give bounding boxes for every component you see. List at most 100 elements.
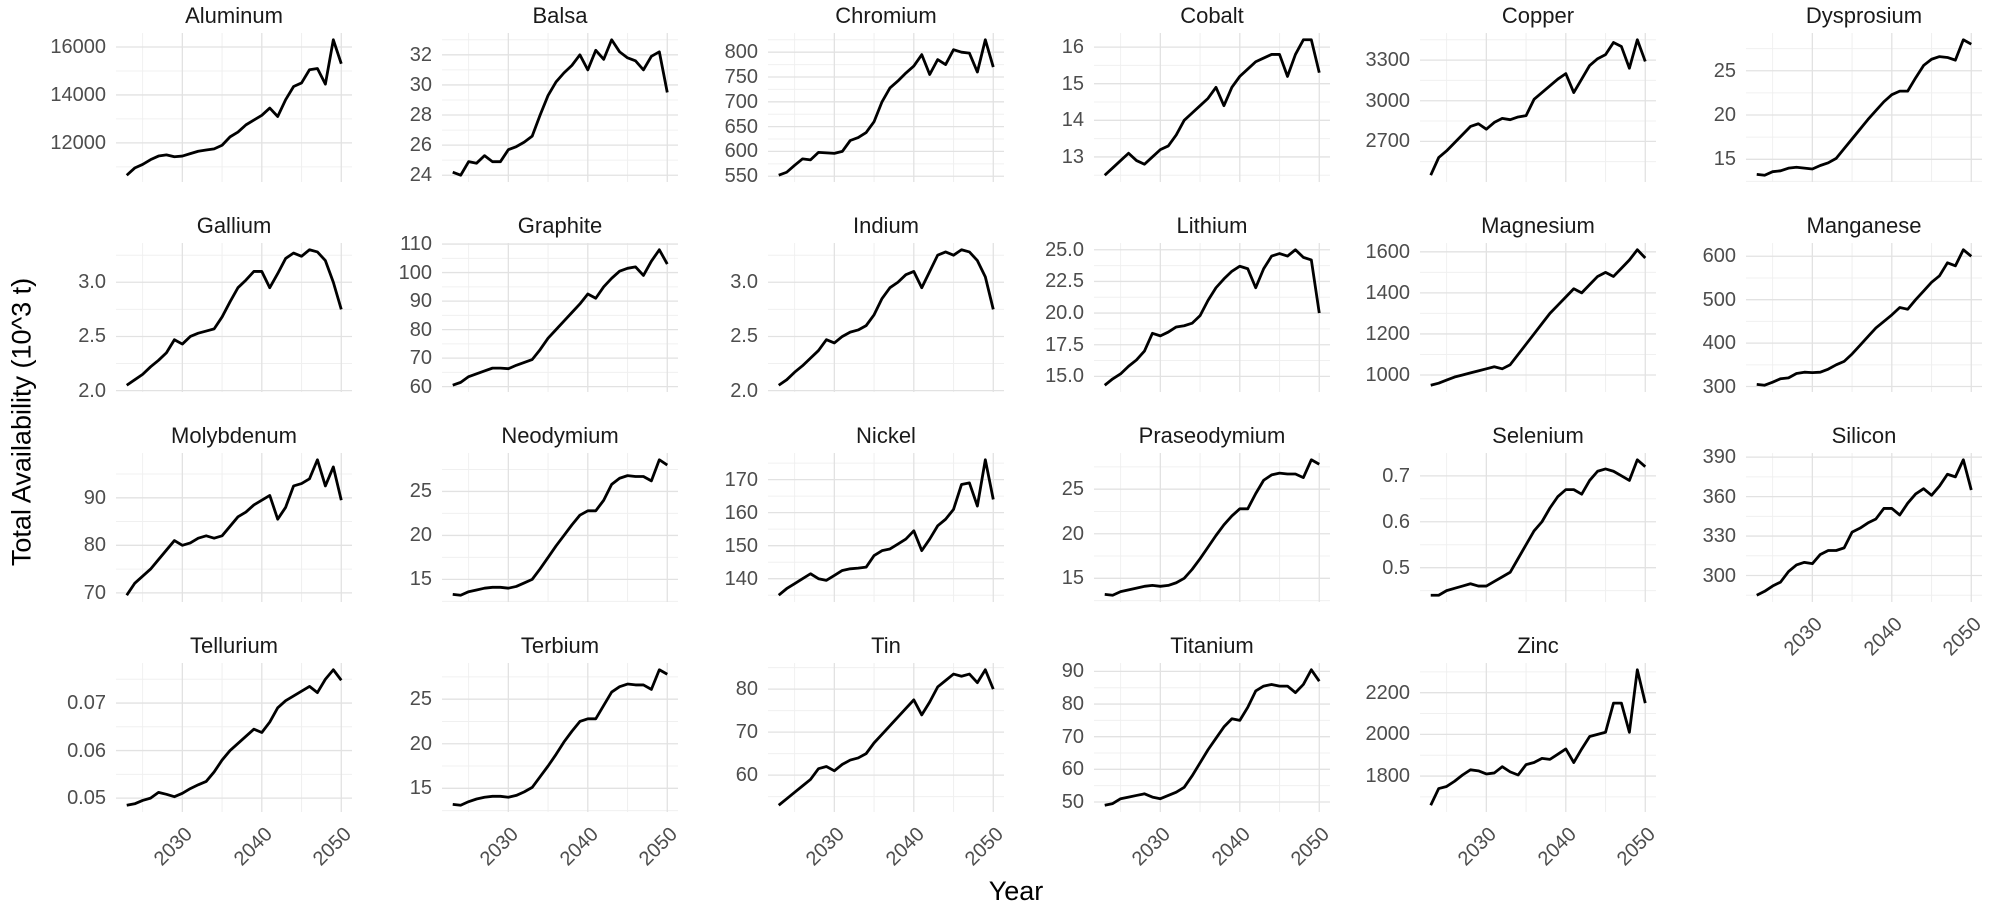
y-tick-label: 700 (724, 90, 758, 113)
y-tick-label: 32 (409, 43, 432, 66)
y-tick-label: 3.0 (730, 271, 758, 294)
y-tick-label: 140 (724, 567, 758, 590)
y-tick-label: 70 (83, 581, 106, 604)
y-tick-label: 13 (1061, 145, 1084, 168)
facet-title-balsa: Balsa (532, 3, 588, 28)
facet-title-magnesium: Magnesium (1481, 213, 1595, 238)
y-tick-label: 15 (1713, 148, 1736, 171)
facet-plot-tin (768, 663, 1004, 812)
series-line-zinc (1429, 668, 1647, 806)
facet-plot-tellurium (116, 663, 352, 812)
series-line-indium (777, 248, 995, 387)
facet-plot-praseodymium (1094, 453, 1330, 602)
facet-plot-chromium (768, 33, 1004, 182)
y-tick-label: 500 (1702, 288, 1736, 311)
y-tick-label: 28 (409, 104, 432, 127)
facet-plot-aluminum (116, 33, 352, 182)
y-tick-label: 20 (409, 524, 432, 547)
series-line-dysprosium (1756, 38, 1972, 177)
x-tick-label: 2050 (635, 823, 683, 871)
series-line-graphite (452, 248, 669, 387)
y-tick-label: 110 (400, 233, 432, 256)
y-tick-label: 15 (1061, 72, 1084, 95)
y-tick-label: 80 (83, 534, 106, 557)
y-tick-label: 2.0 (730, 379, 758, 402)
facet-plot-magnesium (1420, 243, 1656, 392)
y-tick-label: 2200 (1365, 681, 1411, 704)
facet-plot-gallium (116, 243, 352, 392)
series-line-nickel (777, 458, 995, 597)
x-tick-label: 2030 (802, 823, 850, 871)
x-tick-label: 2040 (1859, 613, 1907, 661)
series-line-chromium (778, 38, 995, 177)
y-tick-label: 80 (735, 678, 758, 701)
series-line-tellurium (126, 668, 343, 807)
facet-title-lithium: Lithium (1176, 213, 1248, 238)
series-line-copper (1429, 38, 1647, 176)
y-tick-label: 90 (83, 486, 106, 509)
facet-title-molybdenum: Molybdenum (171, 423, 297, 448)
y-tick-label: 20 (1061, 522, 1084, 545)
series-line-praseodymium (1104, 458, 1320, 597)
facet-title-tellurium: Tellurium (189, 633, 279, 658)
facet-title-selenium: Selenium (1492, 423, 1584, 448)
y-tick-label: 15 (1061, 567, 1084, 590)
facet-plot-nickel (768, 453, 1004, 602)
y-tick-label: 390 (1702, 446, 1736, 469)
facet-title-zinc: Zinc (1517, 633, 1559, 658)
y-tick-label: 0.6 (1382, 510, 1410, 533)
facet-plot-graphite (442, 243, 678, 392)
facet-title-cobalt: Cobalt (1180, 3, 1244, 28)
y-tick-label: 170 (724, 468, 758, 491)
y-tick-label: 60 (409, 375, 432, 398)
x-tick-label: 2050 (1613, 823, 1661, 871)
y-tick-label: 1600 (1365, 240, 1411, 263)
y-tick-label: 0.07 (67, 692, 106, 715)
y-tick-label: 25 (409, 480, 432, 503)
series-line-manganese (1756, 248, 1973, 387)
facet-title-graphite: Graphite (517, 213, 603, 238)
x-tick-label: 2040 (1207, 823, 1255, 871)
y-tick-label: 0.06 (67, 739, 106, 762)
series-line-cobalt (1103, 38, 1321, 177)
x-tick-label: 2030 (476, 823, 524, 871)
x-tick-label: 2050 (309, 823, 357, 871)
facet-plot-silicon (1746, 453, 1982, 602)
y-tick-label: 90 (1061, 660, 1084, 683)
series-line-silicon (1756, 458, 1973, 597)
facet-plot-lithium (1094, 243, 1330, 392)
y-tick-label: 400 (1702, 332, 1736, 355)
facet-plot-terbium (442, 663, 678, 812)
y-tick-label: 90 (409, 290, 432, 313)
y-tick-label: 750 (724, 65, 758, 88)
facet-title-nickel: Nickel (856, 423, 916, 448)
facet-plot-selenium (1420, 453, 1656, 602)
y-tick-label: 70 (409, 347, 432, 370)
y-tick-label: 22.5 (1045, 270, 1084, 293)
x-tick-label: 2040 (881, 823, 929, 871)
facet-plot-manganese (1746, 243, 1982, 392)
y-tick-label: 25 (409, 688, 432, 711)
x-tick-label: 2050 (961, 823, 1009, 871)
y-tick-label: 800 (724, 41, 758, 64)
y-tick-label: 12000 (50, 131, 106, 154)
y-tick-label: 70 (735, 721, 758, 744)
facet-plot-indium (768, 243, 1004, 392)
y-tick-label: 26 (409, 134, 432, 157)
y-tick-label: 650 (724, 115, 758, 138)
y-tick-label: 600 (724, 140, 758, 163)
y-tick-label: 330 (1702, 525, 1736, 548)
facet-plot-copper (1420, 33, 1656, 182)
series-line-magnesium (1430, 248, 1647, 387)
y-tick-label: 24 (409, 164, 432, 187)
facet-title-dysprosium: Dysprosium (1805, 3, 1923, 28)
facet-plot-titanium (1094, 663, 1330, 812)
series-line-neodymium (452, 458, 669, 597)
x-tick-label: 2030 (1454, 823, 1502, 871)
y-tick-label: 0.7 (1382, 464, 1410, 487)
x-tick-label: 2040 (229, 823, 277, 871)
series-line-selenium (1430, 458, 1647, 597)
x-tick-label: 2030 (150, 823, 198, 871)
y-tick-label: 300 (1702, 564, 1736, 587)
y-tick-label: 0.5 (1382, 556, 1410, 579)
